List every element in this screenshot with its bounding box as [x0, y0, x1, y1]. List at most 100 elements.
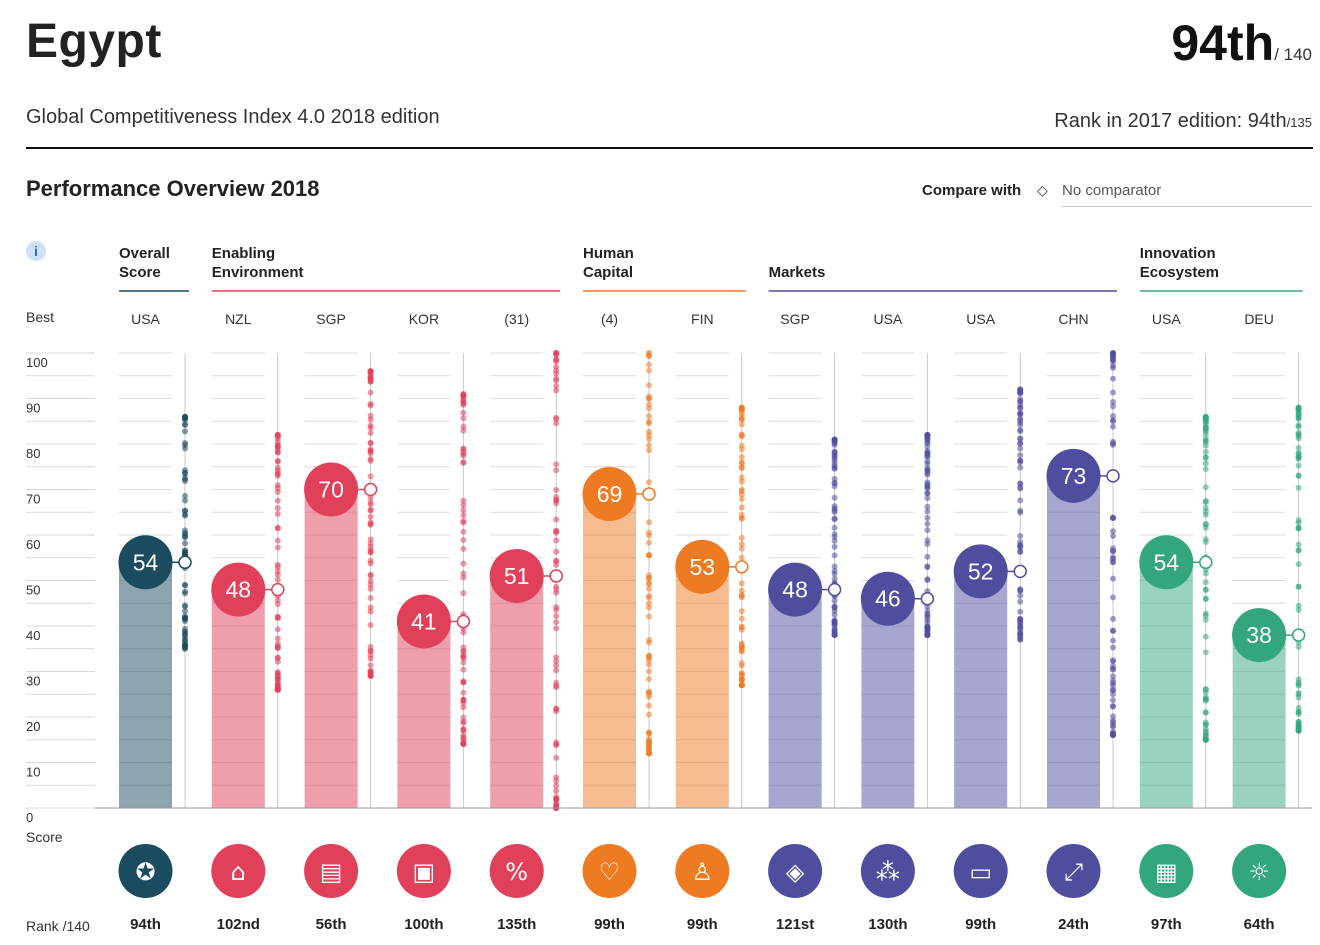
distribution-dot — [1202, 633, 1209, 640]
score-label: 51 — [504, 563, 530, 589]
distribution-dot — [553, 561, 560, 568]
comparator-select[interactable]: No comparator — [1062, 182, 1312, 207]
distribution-dot — [1110, 375, 1116, 382]
distribution-dot — [367, 378, 374, 385]
score-bar — [861, 598, 915, 808]
distribution-dot — [1295, 435, 1302, 442]
score-bubble — [489, 548, 544, 603]
distribution-dot — [460, 570, 467, 577]
score-marker — [1199, 555, 1213, 570]
distribution-dot — [738, 615, 745, 622]
distribution-dot — [274, 458, 281, 465]
bulb-icon — [1232, 844, 1287, 898]
distribution-dot — [738, 659, 745, 666]
distribution-dot — [182, 635, 188, 642]
distribution-dot — [924, 448, 931, 455]
y-tick-label: 20 — [26, 719, 40, 734]
distribution-dot — [274, 524, 281, 531]
score-bubble — [582, 467, 637, 522]
chip-icon-glyph: ▣ — [413, 858, 436, 886]
heart-icon — [582, 844, 637, 898]
overall-rank-of: / 140 — [1274, 45, 1312, 64]
distribution-dot — [553, 625, 560, 632]
distribution-dot — [274, 654, 281, 661]
distribution-dot — [1017, 426, 1024, 433]
distribution-dot — [274, 563, 281, 570]
distribution-dot — [1017, 452, 1024, 459]
distribution-dot — [274, 497, 281, 504]
best-country-code: USA — [1151, 311, 1181, 327]
distribution-dot — [367, 440, 374, 447]
y-tick-label: 10 — [26, 765, 40, 780]
distribution-dot — [553, 416, 560, 423]
distribution-dot — [831, 465, 838, 472]
y-tick-label: 0 — [26, 810, 33, 825]
distribution-dot — [1295, 708, 1302, 715]
building-icon-glyph: ▦ — [1155, 858, 1178, 886]
distribution-dot — [924, 527, 931, 534]
card-icon — [953, 844, 1008, 898]
distribution-dot — [367, 643, 374, 650]
distribution-dot — [738, 413, 745, 420]
distribution-dot — [553, 682, 560, 689]
score-marker — [1013, 564, 1027, 579]
pillar-rank: 56th — [315, 916, 347, 933]
best-country-code: (4) — [600, 311, 619, 327]
distribution-dot — [1017, 509, 1024, 516]
group-title: Enabling Environment — [211, 245, 304, 281]
distribution-dot — [182, 603, 188, 610]
distribution-dot — [831, 524, 838, 531]
distribution-dot — [1017, 587, 1024, 594]
pillar-rank: 99th — [686, 916, 718, 933]
distribution-dot — [367, 572, 374, 579]
distribution-dot — [1110, 673, 1116, 680]
score-bar — [119, 562, 172, 808]
distribution-dot — [367, 648, 374, 655]
distribution-dot — [924, 515, 931, 522]
graduate-icon-glyph: ♙ — [692, 858, 714, 886]
distribution-dot — [1295, 422, 1302, 429]
distribution-dot — [646, 702, 652, 709]
y-tick-label: 40 — [26, 628, 40, 643]
distribution-dot — [646, 420, 652, 427]
score-bar — [583, 494, 636, 808]
distribution-dot — [738, 478, 745, 485]
score-axis-label: Score — [26, 829, 63, 845]
info-icon[interactable]: i — [26, 241, 46, 261]
distribution-dot — [274, 568, 281, 575]
distribution-dot — [924, 471, 931, 478]
distribution-dot — [646, 689, 652, 696]
distribution-dot — [831, 552, 838, 559]
score-marker — [271, 582, 285, 597]
distribution-dot — [738, 594, 745, 601]
distribution-dot — [274, 472, 281, 479]
distribution-dot — [646, 613, 652, 620]
distribution-dot — [1110, 350, 1116, 356]
distribution-dot — [738, 623, 745, 630]
institution-icon — [211, 844, 266, 898]
distribution-dot — [460, 719, 467, 726]
distribution-dot — [1017, 440, 1024, 447]
distribution-dot — [274, 447, 281, 454]
distribution-dot — [1295, 517, 1302, 524]
distribution-dot — [738, 432, 745, 439]
score-bar — [1232, 635, 1286, 808]
distribution-dot — [367, 473, 374, 480]
score-bubble — [211, 562, 266, 617]
distribution-dot — [367, 662, 374, 669]
distribution-dot — [1202, 431, 1209, 438]
distribution-dot — [460, 734, 467, 741]
distribution-dot — [1017, 410, 1024, 417]
people-icon-glyph: ⁂ — [876, 858, 900, 886]
distribution-dot — [646, 657, 652, 664]
distribution-dot — [738, 676, 745, 683]
pillar-rank: 121st — [775, 916, 815, 933]
distribution-dot — [367, 448, 374, 455]
distribution-dot — [646, 382, 652, 389]
distribution-dot — [924, 540, 931, 547]
distribution-dot — [367, 507, 374, 514]
distribution-dot — [460, 741, 467, 748]
distribution-dot — [924, 632, 931, 639]
distribution-dot — [924, 458, 931, 465]
distribution-dot — [1110, 515, 1116, 522]
